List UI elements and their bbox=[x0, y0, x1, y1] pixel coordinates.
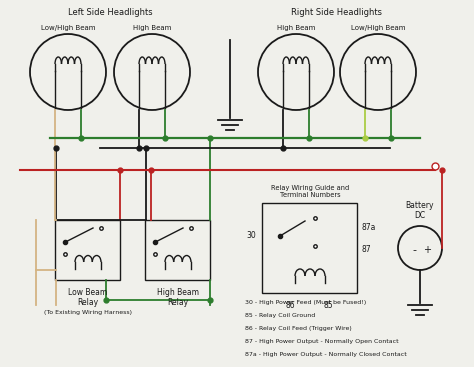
Text: Right Side Headlights: Right Side Headlights bbox=[292, 8, 383, 17]
Text: 86 - Relay Coil Feed (Trigger Wire): 86 - Relay Coil Feed (Trigger Wire) bbox=[245, 326, 352, 331]
Text: 86: 86 bbox=[285, 301, 295, 310]
Text: 30 - High Power Feed (Must be Fused!): 30 - High Power Feed (Must be Fused!) bbox=[245, 300, 366, 305]
Bar bbox=[263, 203, 357, 293]
Text: 87 - High Power Output - Normally Open Contact: 87 - High Power Output - Normally Open C… bbox=[245, 339, 399, 344]
Text: Low/High Beam: Low/High Beam bbox=[351, 25, 405, 31]
Text: 30: 30 bbox=[247, 232, 256, 240]
Text: 87a - High Power Output - Normally Closed Contact: 87a - High Power Output - Normally Close… bbox=[245, 352, 407, 357]
Text: 85: 85 bbox=[323, 301, 333, 310]
Text: -: - bbox=[412, 245, 416, 255]
Bar bbox=[146, 220, 210, 280]
Text: Low Beam
Relay: Low Beam Relay bbox=[68, 288, 108, 308]
Text: 87a: 87a bbox=[362, 224, 376, 233]
Text: High Beam: High Beam bbox=[277, 25, 315, 31]
Text: Left Side Headlights: Left Side Headlights bbox=[68, 8, 152, 17]
Bar bbox=[55, 220, 120, 280]
Text: High Beam: High Beam bbox=[133, 25, 171, 31]
Text: Relay Wiring Guide and
Terminal Numbers: Relay Wiring Guide and Terminal Numbers bbox=[271, 185, 349, 198]
Text: Battery
DC: Battery DC bbox=[406, 201, 434, 220]
Text: 85 - Relay Coil Ground: 85 - Relay Coil Ground bbox=[245, 313, 315, 318]
Text: (To Existing Wiring Harness): (To Existing Wiring Harness) bbox=[44, 310, 132, 315]
Text: Low/High Beam: Low/High Beam bbox=[41, 25, 95, 31]
Text: 87: 87 bbox=[362, 246, 371, 254]
Text: +: + bbox=[423, 245, 431, 255]
Text: High Beam
Relay: High Beam Relay bbox=[157, 288, 199, 308]
